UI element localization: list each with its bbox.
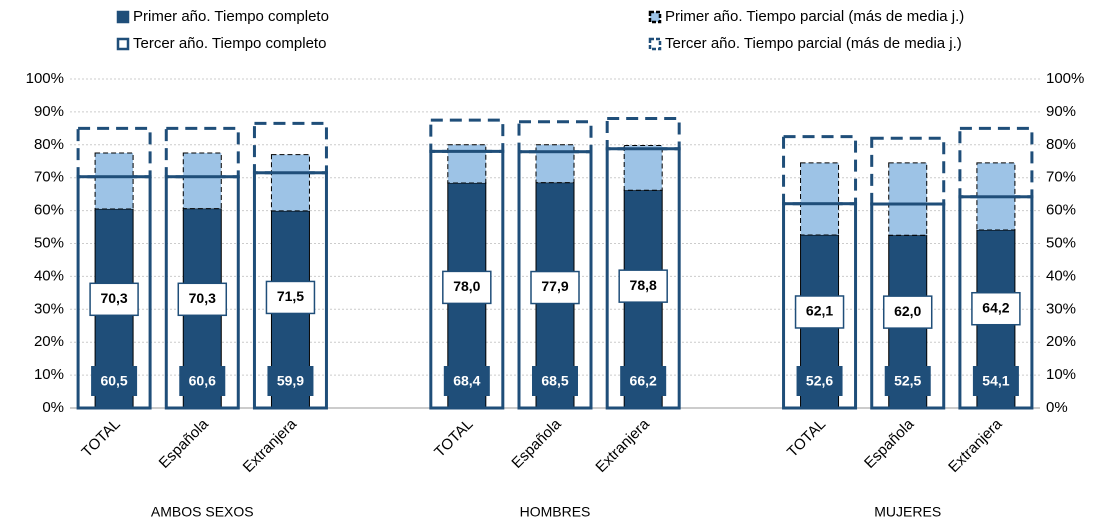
x-tick-label: TOTAL xyxy=(78,416,123,461)
y-tick-label: 90% xyxy=(34,103,64,120)
label-box xyxy=(265,280,316,315)
value-label: 60,6 xyxy=(189,373,216,389)
value-label: 68,5 xyxy=(541,373,568,389)
label-box xyxy=(532,366,578,396)
x-tick-label: Española xyxy=(508,415,565,472)
y2-tick-label: 40% xyxy=(1046,267,1076,284)
value-label: 54,1 xyxy=(982,373,1009,389)
legend-label: Tercer año. Tiempo completo xyxy=(133,35,326,52)
bar-segment xyxy=(270,154,310,212)
legend-label: Primer año. Tiempo parcial (más de media… xyxy=(665,8,964,25)
legend-swatch xyxy=(648,10,662,24)
y-tick-label: 30% xyxy=(34,300,64,317)
label-box xyxy=(884,366,931,396)
y2-tick-label: 50% xyxy=(1046,234,1076,251)
y-tick-label: 50% xyxy=(34,234,64,251)
y2-tick-label: 0% xyxy=(1046,399,1068,416)
legend-label: Primer año. Tiempo completo xyxy=(133,8,329,25)
bar-outline xyxy=(429,149,505,410)
label-box xyxy=(179,366,226,396)
y-tick-label: 80% xyxy=(34,136,64,153)
y-tick-label: 0% xyxy=(42,399,64,416)
y-tick-label: 70% xyxy=(34,169,64,186)
bar-outline xyxy=(252,171,328,410)
label-box xyxy=(794,295,845,329)
value-label: 59,9 xyxy=(277,373,304,389)
bar-outline xyxy=(605,147,681,410)
group-label: AMBOS SEXOS xyxy=(151,504,254,520)
label-box xyxy=(796,366,843,396)
y2-tick-label: 90% xyxy=(1046,103,1076,120)
legend-label: Tercer año. Tiempo parcial (más de media… xyxy=(665,35,962,52)
value-label: 71,5 xyxy=(277,288,304,304)
label-box xyxy=(618,269,668,303)
y2-tick-label: 30% xyxy=(1046,300,1076,317)
x-tick-label: Española xyxy=(861,415,918,472)
value-label: 70,3 xyxy=(100,290,127,306)
group-label: HOMBRES xyxy=(520,504,591,520)
bar-segment xyxy=(800,162,840,236)
label-box xyxy=(442,270,492,305)
x-tick-label: TOTAL xyxy=(784,416,829,461)
label-box xyxy=(620,366,667,396)
x-tick-label: Extranjera xyxy=(240,415,301,476)
label-box xyxy=(882,295,933,329)
y2-tick-label: 10% xyxy=(1046,366,1076,383)
y2-tick-label: 60% xyxy=(1046,202,1076,219)
value-label: 62,0 xyxy=(894,303,921,319)
bar-segment xyxy=(182,152,222,210)
group-label: MUJERES xyxy=(874,504,941,520)
label-box xyxy=(91,366,138,396)
value-label: 70,3 xyxy=(189,290,216,306)
y2-tick-label: 20% xyxy=(1046,333,1076,350)
value-label: 60,5 xyxy=(100,373,127,389)
y2-tick-label: 80% xyxy=(1046,136,1076,153)
y-tick-label: 20% xyxy=(34,333,64,350)
x-tick-label: Extranjera xyxy=(592,415,653,476)
value-label: 68,4 xyxy=(453,373,480,389)
value-label: 52,5 xyxy=(894,373,921,389)
value-label: 78,8 xyxy=(630,277,657,293)
bar-outline xyxy=(870,202,946,410)
bar-outline xyxy=(958,195,1034,410)
legend-swatch xyxy=(648,37,662,51)
x-tick-label: TOTAL xyxy=(431,416,476,461)
label-box xyxy=(971,291,1021,326)
x-tick-label: Española xyxy=(156,415,213,472)
value-label: 64,2 xyxy=(982,299,1009,315)
label-box xyxy=(267,366,314,396)
value-label: 62,1 xyxy=(806,303,833,319)
label-box xyxy=(89,282,139,317)
y-tick-label: 10% xyxy=(34,366,64,383)
bar-outline xyxy=(164,175,240,410)
value-label: 52,6 xyxy=(806,373,833,389)
bar-outline xyxy=(76,175,152,410)
label-box xyxy=(972,366,1019,396)
bar-outline xyxy=(517,150,593,410)
label-box xyxy=(443,366,490,396)
y2-tick-label: 70% xyxy=(1046,169,1076,186)
legend-swatch xyxy=(116,10,130,24)
value-label: 77,9 xyxy=(541,278,568,294)
y-tick-label: 100% xyxy=(26,70,64,87)
y-tick-label: 40% xyxy=(34,267,64,284)
bar-segment xyxy=(888,162,928,236)
value-label: 66,2 xyxy=(630,373,657,389)
value-label: 78,0 xyxy=(453,278,480,294)
y2-tick-label: 100% xyxy=(1046,70,1084,87)
label-box xyxy=(530,270,580,305)
y-tick-label: 60% xyxy=(34,202,64,219)
bar-outline xyxy=(782,202,858,410)
bar-segment xyxy=(605,116,681,151)
bar-segment xyxy=(94,152,134,210)
label-box xyxy=(177,282,228,317)
x-tick-label: Extranjera xyxy=(945,415,1006,476)
bar-segment xyxy=(623,144,663,191)
legend-swatch xyxy=(116,37,130,51)
